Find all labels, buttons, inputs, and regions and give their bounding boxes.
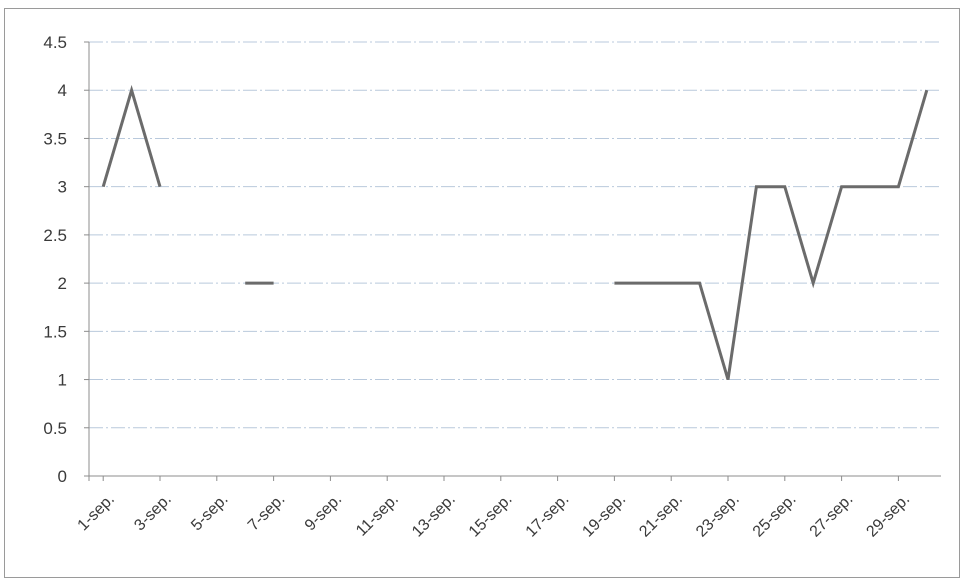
gridlines xyxy=(89,41,941,429)
y-axis-tick-labels: 0 0.5 1 1.5 2 2.5 3 3.5 4 4.5 xyxy=(43,33,67,486)
y-tick-label: 4 xyxy=(58,81,67,100)
series-line-segment xyxy=(101,84,162,188)
chart-frame: 0 0.5 1 1.5 2 2.5 3 3.5 4 4.5 1-sep. 3-sep. 5-sep. 7… xyxy=(4,8,960,578)
x-axis-tick-labels: 1-sep. 3-sep. 5-sep. 7-sep. 9-sep. 11-sep. 13-… xyxy=(75,491,914,541)
line-chart: 0 0.5 1 1.5 2 2.5 3 3.5 4 4.5 1-sep. 3-sep. 5-sep. 7… xyxy=(43,33,941,541)
y-tick-label: 3 xyxy=(58,178,67,197)
y-tick-label: 2.5 xyxy=(43,226,67,245)
y-tick-label: 2 xyxy=(58,274,67,293)
x-tick-label: 9-sep. xyxy=(302,491,345,534)
x-tick-label: 3-sep. xyxy=(131,491,174,534)
y-tick-label: 0 xyxy=(58,467,67,486)
series-lines xyxy=(101,84,929,381)
y-tick-label: 0.5 xyxy=(43,419,67,438)
y-tick-label: 4.5 xyxy=(43,33,67,52)
x-tick-label: 23-sep. xyxy=(693,491,743,541)
x-tick-label: 7-sep. xyxy=(245,491,288,534)
x-tick-label: 5-sep. xyxy=(188,491,231,534)
axes xyxy=(84,41,941,481)
y-tick-label: 3.5 xyxy=(43,129,67,148)
series-line-segment xyxy=(614,89,929,381)
x-tick-label: 27-sep. xyxy=(807,491,857,541)
x-tick-label: 17-sep. xyxy=(523,491,573,541)
x-tick-label: 19-sep. xyxy=(579,491,629,541)
x-tick-label: 15-sep. xyxy=(466,491,516,541)
x-tick-label: 13-sep. xyxy=(409,491,459,541)
y-tick-label: 1 xyxy=(58,371,67,390)
y-tick-label: 1.5 xyxy=(43,322,67,341)
x-tick-label: 25-sep. xyxy=(750,491,800,541)
x-tick-label: 29-sep. xyxy=(863,491,913,541)
x-tick-label: 11-sep. xyxy=(353,491,402,540)
x-tick-label: 1-sep. xyxy=(75,491,118,534)
x-tick-label: 21-sep. xyxy=(636,491,686,541)
